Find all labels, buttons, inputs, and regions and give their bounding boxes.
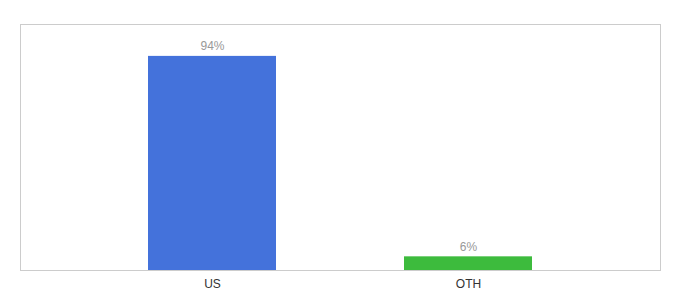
svg-text:OTH: OTH bbox=[456, 277, 481, 291]
svg-text:US: US bbox=[204, 277, 221, 291]
svg-text:6%: 6% bbox=[460, 240, 478, 254]
svg-text:94%: 94% bbox=[200, 39, 224, 53]
